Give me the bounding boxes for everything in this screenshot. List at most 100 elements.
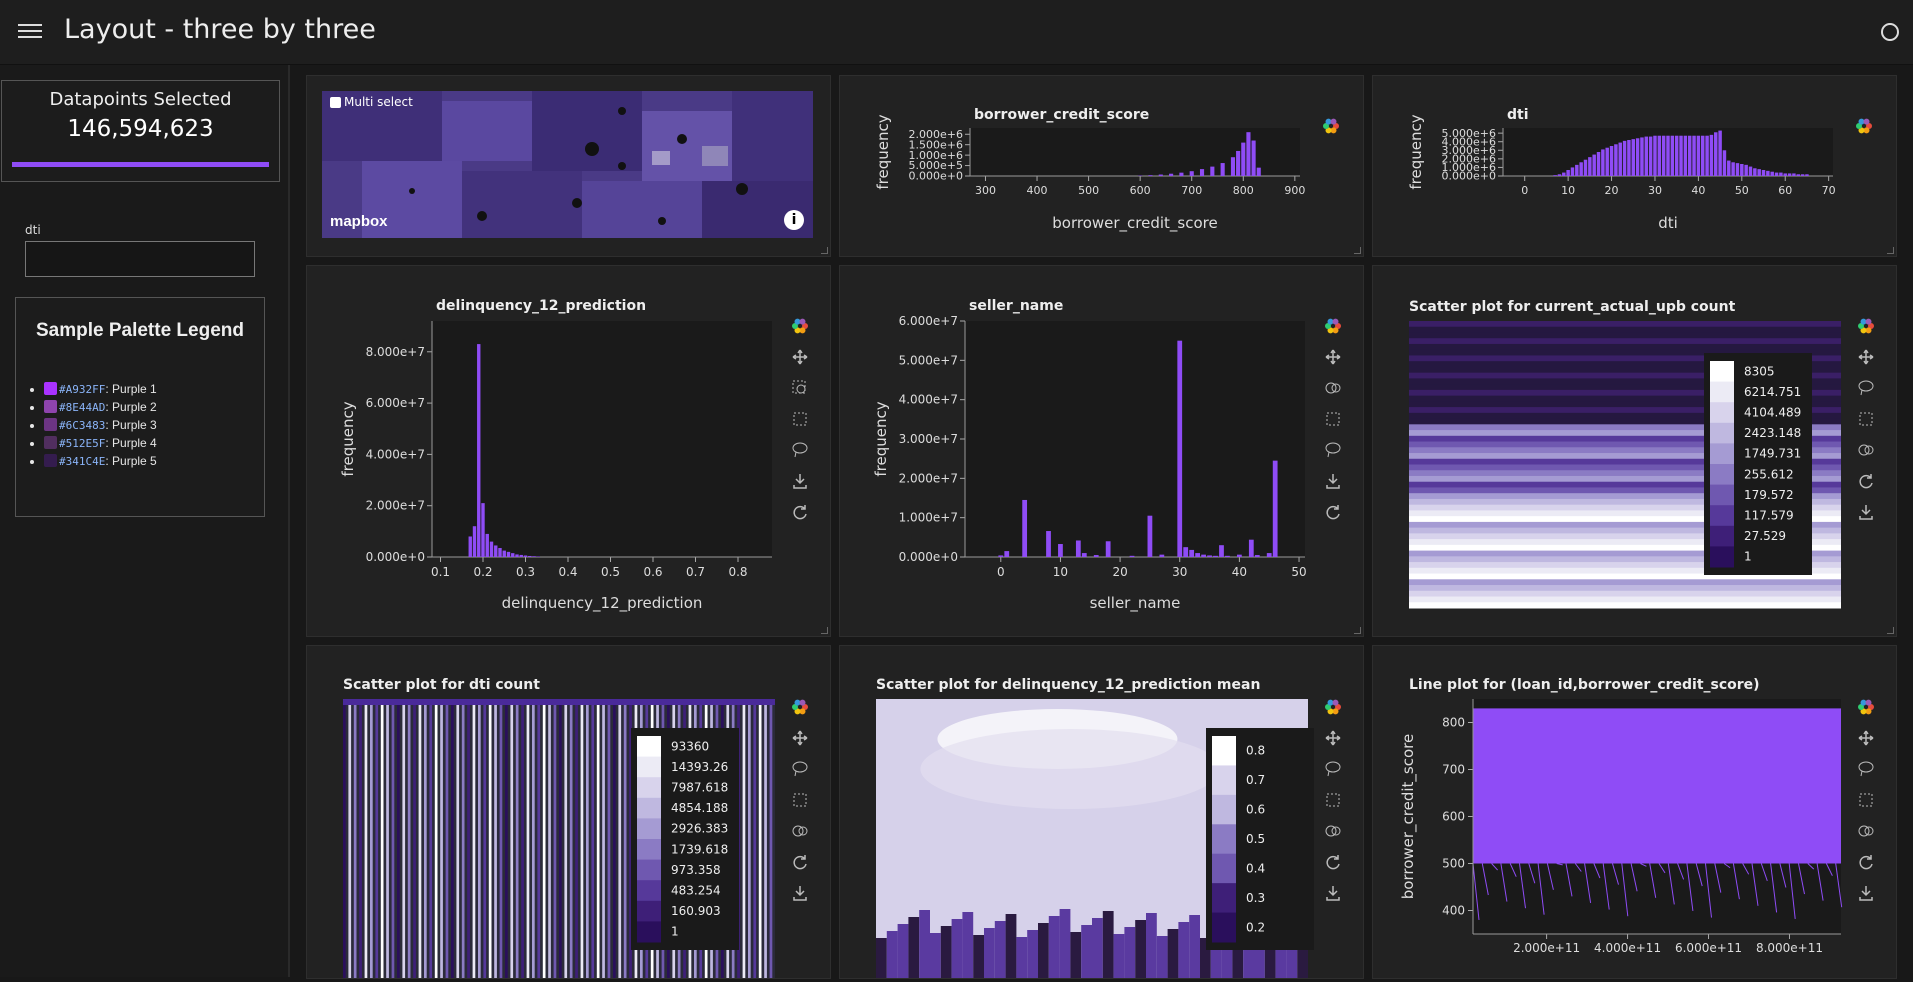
- bar: [1237, 555, 1242, 557]
- save-icon[interactable]: [1860, 886, 1872, 900]
- bar: [1241, 143, 1245, 176]
- reset-icon[interactable]: [1327, 505, 1339, 519]
- bar: [1221, 163, 1225, 176]
- x-axis-label: seller_name: [1090, 594, 1181, 613]
- resize-handle[interactable]: [821, 247, 828, 254]
- lasso-tail: [1328, 771, 1329, 776]
- chart-title: Line plot for (loan_id,borrower_credit_s…: [1409, 677, 1760, 693]
- legend-label: : Purple 2: [105, 400, 156, 414]
- bar: [1710, 135, 1713, 176]
- colorbar-tick-label: 973.358: [671, 863, 721, 877]
- bokeh-logo-icon[interactable]: [1323, 119, 1339, 134]
- box-select-icon[interactable]: [1327, 794, 1339, 806]
- bar: [1597, 152, 1600, 176]
- save-icon[interactable]: [794, 886, 806, 900]
- heat-column: [462, 699, 465, 978]
- wheel-zoom-icon[interactable]: [1326, 826, 1340, 836]
- save-icon[interactable]: [794, 474, 806, 488]
- lasso-icon[interactable]: [793, 762, 807, 776]
- dti-input[interactable]: [25, 241, 255, 277]
- reset-icon[interactable]: [1860, 474, 1872, 488]
- box-zoom-icon[interactable]: [793, 381, 805, 393]
- lasso-icon[interactable]: [1326, 762, 1340, 776]
- pan-icon[interactable]: [1326, 731, 1340, 745]
- resize-handle[interactable]: [1354, 627, 1361, 634]
- pan-icon[interactable]: [1859, 731, 1873, 745]
- bar: [1701, 136, 1704, 176]
- bar: [1579, 162, 1582, 176]
- bar: [1252, 141, 1256, 176]
- resize-handle[interactable]: [821, 627, 828, 634]
- bokeh-logo-icon[interactable]: [792, 700, 808, 715]
- x-tick-label: 0.8: [728, 565, 747, 579]
- bokeh-logo-icon[interactable]: [1325, 319, 1341, 334]
- bokeh-logo-icon[interactable]: [792, 319, 808, 334]
- lasso-icon[interactable]: [1859, 381, 1873, 395]
- colorbar-tick-label: 0.3: [1246, 891, 1265, 905]
- bar: [1601, 149, 1604, 176]
- bar: [1727, 161, 1730, 176]
- status-circle-icon[interactable]: [1881, 23, 1899, 41]
- save-icon[interactable]: [1860, 505, 1872, 519]
- lasso-icon[interactable]: [793, 443, 807, 457]
- bokeh-logo-icon[interactable]: [1858, 319, 1874, 334]
- bar: [1805, 174, 1808, 176]
- pan-glyph: [1859, 350, 1873, 364]
- x-tick-label: 0.1: [431, 565, 450, 579]
- box-select-icon[interactable]: [1860, 413, 1872, 425]
- reset-icon[interactable]: [1327, 855, 1339, 869]
- reset-icon[interactable]: [1860, 855, 1872, 869]
- y-axis-label: frequency: [872, 401, 890, 476]
- checkbox-box[interactable]: [330, 97, 341, 108]
- wheel-zoom-icon[interactable]: [1326, 383, 1340, 393]
- pan-icon[interactable]: [793, 350, 807, 364]
- lasso-icon[interactable]: [1859, 762, 1873, 776]
- reset-icon[interactable]: [794, 505, 806, 519]
- resize-handle[interactable]: [1354, 247, 1361, 254]
- pan-icon[interactable]: [1859, 350, 1873, 364]
- lasso-icon[interactable]: [1326, 443, 1340, 457]
- bokeh-logo-icon[interactable]: [1856, 119, 1872, 134]
- colorbar-tick-label: 0.4: [1246, 861, 1265, 875]
- progress-fill: [12, 162, 269, 167]
- box-select-icon[interactable]: [1327, 413, 1339, 425]
- box-select-icon[interactable]: [794, 413, 806, 425]
- bokeh-logo-icon[interactable]: [1858, 700, 1874, 715]
- choropleth-map[interactable]: Multi select mapbox i: [322, 91, 813, 238]
- reset-icon[interactable]: [794, 855, 806, 869]
- chart-title: delinquency_12_prediction: [436, 298, 646, 314]
- wheel-zoom-icon[interactable]: [1859, 445, 1873, 455]
- pan-glyph: [793, 350, 807, 364]
- wheel-zoom-icon[interactable]: [1859, 826, 1873, 836]
- y-tick-label: 2.000e+6: [909, 128, 963, 141]
- heat-column: [424, 699, 427, 978]
- bar: [1022, 500, 1027, 557]
- heat-column: [451, 699, 454, 978]
- resize-handle[interactable]: [1887, 247, 1894, 254]
- bokeh-logo-icon[interactable]: [1325, 700, 1341, 715]
- bar: [520, 555, 523, 557]
- heat-column: [554, 699, 557, 978]
- bar: [1740, 164, 1743, 176]
- resize-handle[interactable]: [1887, 627, 1894, 634]
- bar: [1183, 547, 1188, 557]
- heat-cell: [1114, 934, 1125, 978]
- pan-icon[interactable]: [1326, 350, 1340, 364]
- chart-panel-delinquency-mean: Scatter plot for delinquency_12_predicti…: [839, 645, 1364, 979]
- heat-column: [597, 699, 600, 978]
- pan-icon[interactable]: [793, 731, 807, 745]
- save-icon[interactable]: [1327, 474, 1339, 488]
- colorbar-tick-label: 255.612: [1744, 467, 1794, 481]
- box-select-icon[interactable]: [1860, 794, 1872, 806]
- info-icon[interactable]: i: [784, 210, 804, 230]
- save-icon[interactable]: [1327, 886, 1339, 900]
- multi-select-checkbox[interactable]: Multi select: [330, 95, 413, 109]
- hamburger-menu-icon[interactable]: [18, 20, 42, 44]
- wheel-zoom-icon[interactable]: [793, 826, 807, 836]
- logo-dot: [1333, 319, 1339, 325]
- chart-borrower-credit-score: borrower_credit_scoreborrower_credit_sco…: [840, 76, 1363, 256]
- box-select-icon[interactable]: [794, 794, 806, 806]
- heat-cell: [941, 926, 952, 978]
- heat-column: [743, 699, 746, 978]
